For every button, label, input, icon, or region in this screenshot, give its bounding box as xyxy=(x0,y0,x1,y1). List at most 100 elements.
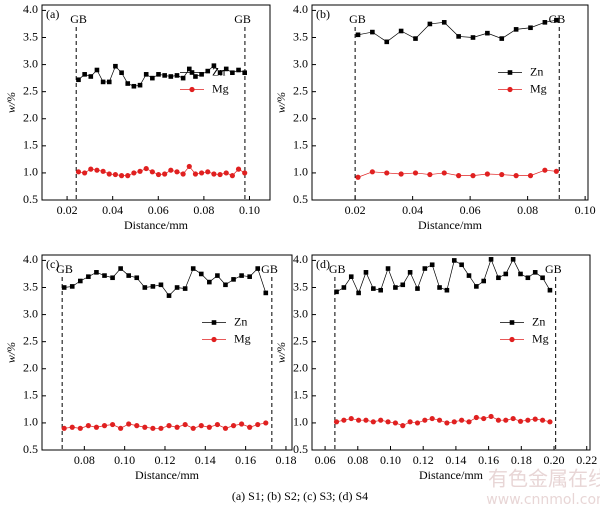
marker xyxy=(422,417,428,423)
y-axis-label: w/% xyxy=(274,92,288,113)
legend-label: Zn xyxy=(234,314,247,328)
marker xyxy=(211,171,217,177)
y-tick-label: 1.0 xyxy=(293,415,308,429)
gb-label: GB xyxy=(70,12,87,26)
marker xyxy=(473,414,479,421)
gb-label: GB xyxy=(56,262,73,276)
marker xyxy=(540,275,545,281)
y-tick-label: 2.0 xyxy=(23,361,38,375)
marker xyxy=(412,170,419,176)
marker xyxy=(86,274,91,279)
y-tick-label: 4.0 xyxy=(293,2,308,16)
y-tick-label: 3.0 xyxy=(23,56,38,70)
marker xyxy=(150,425,156,431)
marker xyxy=(205,68,211,74)
y-tick-label: 3.5 xyxy=(23,29,38,43)
marker xyxy=(513,173,519,179)
marker xyxy=(429,262,435,268)
legend-marker xyxy=(189,70,195,75)
legend-marker xyxy=(507,70,513,75)
legend-label: Zn xyxy=(212,64,225,78)
x-tick-label: 0.02 xyxy=(345,203,366,217)
panel-label: (b) xyxy=(316,7,330,21)
x-tick-label: 0.18 xyxy=(275,453,296,467)
marker xyxy=(393,285,398,290)
marker xyxy=(143,72,149,77)
marker xyxy=(348,274,354,279)
marker xyxy=(236,67,241,73)
gb-label: GB xyxy=(234,12,251,26)
legend-label: Zn xyxy=(532,314,545,328)
marker xyxy=(407,270,413,275)
y-tick-label: 2.5 xyxy=(293,83,308,97)
marker xyxy=(82,170,88,176)
x-axis-label: Distance/mm xyxy=(418,218,483,232)
watermark: www.cnnmol.com xyxy=(486,492,600,508)
marker xyxy=(230,70,235,76)
marker xyxy=(102,273,107,278)
marker xyxy=(217,70,223,76)
x-tick-label: 0.14 xyxy=(195,453,216,467)
marker xyxy=(333,419,340,425)
marker xyxy=(444,420,450,426)
plot-frame xyxy=(311,4,589,201)
legend-marker xyxy=(211,320,217,325)
y-tick-label: 1.0 xyxy=(293,165,308,179)
marker xyxy=(150,75,155,81)
marker xyxy=(190,266,196,271)
marker xyxy=(126,273,131,278)
x-tick-label: 0.12 xyxy=(154,453,175,467)
marker xyxy=(214,421,221,428)
legend-marker xyxy=(509,320,515,325)
marker xyxy=(186,163,192,170)
y-tick-label: 2.0 xyxy=(293,361,308,375)
marker xyxy=(94,67,100,73)
y-tick-label: 4.0 xyxy=(293,252,308,266)
marker xyxy=(496,275,501,281)
marker xyxy=(488,257,494,262)
marker xyxy=(510,415,516,422)
marker xyxy=(242,70,247,76)
plot-frame xyxy=(41,254,293,451)
marker xyxy=(247,274,252,279)
marker xyxy=(199,170,205,176)
marker xyxy=(385,266,391,271)
marker xyxy=(456,34,461,39)
panel-label: (c) xyxy=(46,257,59,271)
marker xyxy=(88,74,94,79)
marker xyxy=(427,21,433,27)
marker xyxy=(263,420,269,426)
marker xyxy=(481,415,487,422)
y-tick-label: 0.5 xyxy=(23,442,38,456)
plot-frame xyxy=(41,4,271,201)
y-tick-label: 3.0 xyxy=(293,56,308,70)
gb-label: GB xyxy=(261,262,278,276)
marker xyxy=(215,273,220,278)
marker xyxy=(518,271,523,277)
marker xyxy=(131,170,137,176)
marker xyxy=(513,27,519,32)
marker xyxy=(150,284,156,289)
x-tick-label: 0.02 xyxy=(57,203,78,217)
y-tick-label: 4.0 xyxy=(23,252,38,266)
marker xyxy=(223,170,229,176)
marker xyxy=(78,278,83,284)
series-line xyxy=(78,65,245,87)
marker xyxy=(162,73,167,78)
marker xyxy=(499,36,505,41)
marker xyxy=(441,20,447,25)
panel-label: (d) xyxy=(316,257,330,271)
marker xyxy=(82,72,87,77)
marker xyxy=(118,266,123,271)
marker xyxy=(370,419,376,425)
marker xyxy=(542,20,548,25)
marker xyxy=(134,423,140,429)
y-tick-label: 3.0 xyxy=(293,306,308,320)
marker xyxy=(109,421,116,428)
y-axis-label: w/% xyxy=(4,342,18,363)
marker xyxy=(554,17,559,23)
x-tick-label: 0.16 xyxy=(478,453,499,467)
marker xyxy=(174,169,180,175)
y-tick-label: 1.0 xyxy=(23,415,38,429)
legend-marker xyxy=(507,86,513,93)
